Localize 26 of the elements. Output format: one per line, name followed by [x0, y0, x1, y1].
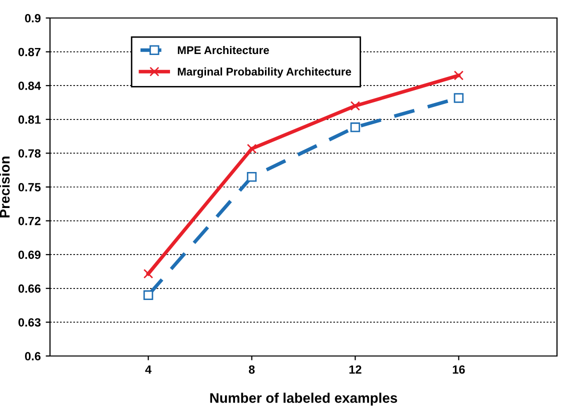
x-axis-title: Number of labeled examples	[210, 392, 398, 406]
point	[454, 93, 464, 103]
legend-label: MPE Architecture	[178, 46, 269, 54]
point	[350, 122, 360, 132]
point	[246, 144, 257, 154]
y-tick-label: 0.66	[18, 284, 41, 293]
y-tick-label: 0.78	[18, 149, 41, 158]
y-tick-label: 0.87	[18, 48, 40, 56]
legend-label: Marginal Probability Architecture	[178, 67, 352, 78]
y-tick-label: 0.72	[18, 216, 40, 226]
y-tick-label: 0.84	[18, 82, 41, 90]
point	[246, 172, 257, 182]
y-tick-label: 0.81	[18, 115, 41, 124]
y-tick-label: 0.69	[18, 250, 41, 259]
x-tick-label: 16	[452, 365, 465, 374]
x-tick-label: 12	[349, 365, 362, 374]
y-tick-label: 0.63	[18, 318, 41, 327]
point	[350, 101, 360, 111]
point	[454, 70, 464, 80]
point	[143, 268, 154, 279]
x-tick-label: 4	[145, 365, 152, 374]
point	[143, 290, 154, 300]
y-tick-label: 0.75	[18, 183, 41, 192]
y-tick-label: 0.6	[25, 352, 41, 360]
x-tick-label: 8	[248, 365, 255, 374]
y-tick-label: 0.9	[25, 14, 41, 22]
